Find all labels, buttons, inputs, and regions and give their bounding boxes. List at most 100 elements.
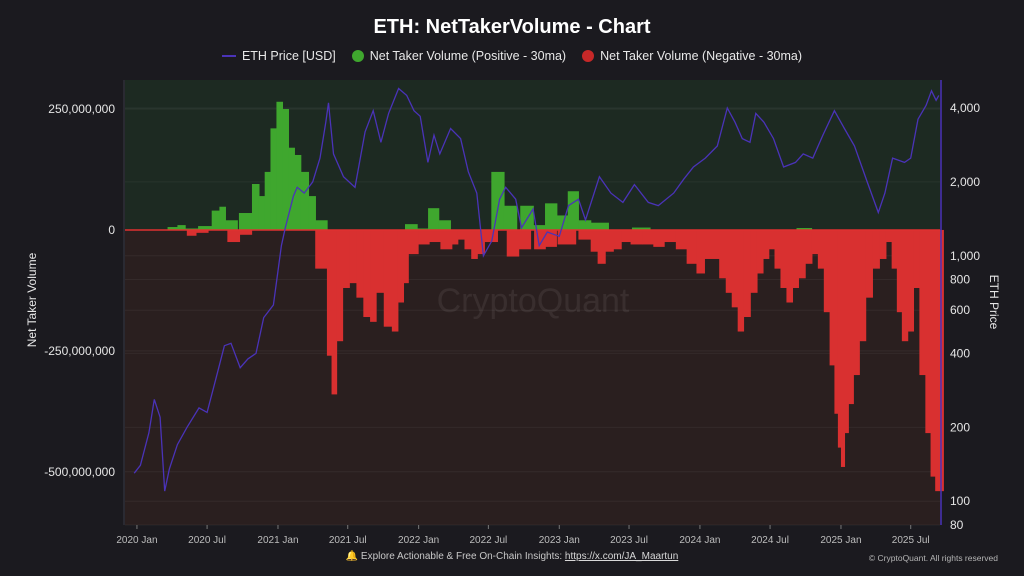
legend-item-positive[interactable]: Net Taker Volume (Positive - 30ma) (351, 49, 566, 63)
positive-volume-bar (219, 206, 226, 230)
positive-volume-bar (294, 154, 302, 230)
y-tick-label: -250,000,000 (44, 344, 115, 358)
negative-volume-bar (840, 229, 846, 467)
negative-volume-bar (315, 229, 328, 269)
negative-volume-bar (879, 229, 887, 259)
positive-volume-bar (796, 228, 813, 230)
positive-volume-bar (238, 213, 253, 230)
positive-volume-bar (300, 171, 310, 230)
legend-label-price: ETH Price [USD] (241, 49, 336, 63)
positive-volume-bar (315, 220, 328, 230)
legend-item-price[interactable]: ETH Price [USD] (221, 49, 336, 63)
positive-volume-bar (567, 191, 579, 230)
footer: 🔔 Explore Actionable & Free On-Chain Ins… (0, 551, 1024, 562)
negative-volume-bar (376, 229, 385, 293)
negative-volume-bar (829, 229, 836, 366)
negative-volume-bar (844, 229, 849, 434)
negative-volume-bar (837, 229, 842, 448)
negative-volume-bar (557, 229, 577, 245)
positive-volume-bar (503, 205, 518, 230)
negative-volume-bar (664, 229, 677, 243)
negative-volume-bar (896, 229, 903, 313)
gridlines (123, 80, 940, 526)
negative-volume-bar (823, 229, 831, 313)
negative-volume-bar (383, 229, 393, 327)
positive-volume-bar (264, 171, 272, 230)
negative-volume-bar (891, 229, 898, 269)
negative-volume-bar (743, 229, 751, 318)
negative-volume-bar (621, 229, 632, 243)
x-tick-label: 2024 Jul (751, 535, 789, 546)
negative-volume-bar (477, 229, 485, 255)
negative-volume-bar (805, 229, 813, 264)
footer-text: Explore Actionable & Free On-Chain Insig… (360, 551, 563, 562)
chart-title: ETH: NetTakerVolume - Chart (373, 16, 651, 38)
y-tick-label: 250,000,000 (48, 102, 115, 116)
negative-volume-bar (630, 229, 643, 245)
negative-volume-bar (484, 229, 498, 243)
negative-volume-bar (792, 229, 799, 288)
negative-volume-bar (786, 229, 794, 303)
x-tick-label: 2021 Jul (329, 535, 367, 546)
y2-tick-label: 100 (950, 494, 970, 508)
negative-volume-bar (913, 229, 920, 288)
y2-tick-label: 400 (950, 346, 970, 360)
negative-volume-bar (737, 229, 745, 332)
bell-icon: 🔔 (345, 551, 359, 562)
x-tick-label: 2022 Jul (469, 535, 507, 546)
negative-volume-bar (356, 229, 364, 298)
negative-volume-bar (696, 229, 705, 274)
negative-volume-bar (349, 229, 357, 284)
y2-axis-ticks: 4,000 2,000 1,000 800 600 400 200 100 80 (950, 101, 980, 532)
x-tick-label: 2020 Jan (116, 535, 157, 546)
positive-volume-bar (556, 215, 569, 230)
y2-axis-label: ETH Price (987, 275, 1001, 330)
negative-volume-bar (885, 229, 893, 243)
y2-tick-label: 200 (950, 420, 970, 434)
legend-dot-negative-icon (582, 50, 595, 62)
positive-volume-bar (177, 225, 186, 230)
negative-zone (125, 229, 940, 525)
negative-volume-bar (534, 229, 546, 250)
negative-volume-bar (605, 229, 614, 252)
negative-volume-bar (331, 229, 338, 395)
price-line (133, 87, 940, 492)
negative-volume-bar (907, 229, 915, 332)
negative-volume-bar (731, 229, 739, 308)
negative-volume-bar (370, 229, 377, 322)
y2-tick-label: 600 (950, 303, 970, 317)
negative-volume-bar (675, 229, 688, 250)
negative-volume-bar (811, 229, 819, 255)
negative-volume-bar (363, 229, 371, 318)
negative-volume-bar (901, 229, 909, 342)
positive-volume-bar (545, 203, 558, 230)
positive-volume-bar (167, 227, 179, 230)
negative-volume-bar (653, 229, 665, 247)
y-tick-label: -500,000,000 (44, 465, 115, 479)
y-axis-ticks: 250,000,000 0 -250,000,000 -500,000,000 (44, 102, 115, 479)
x-axis-ticks: 2020 Jan 2020 Jul 2021 Jan 2021 Jul 2022 Jan… (116, 525, 930, 546)
positive-volume-bar (631, 227, 651, 230)
negative-volume-bar (590, 229, 599, 252)
y-axis-label: Net Taker Volume (25, 252, 39, 347)
x-tick-label: 2023 Jul (610, 535, 648, 546)
legend-item-negative[interactable]: Net Taker Volume (Negative - 30ma) (582, 49, 802, 63)
negative-volume-bar (756, 229, 764, 274)
negative-volume-bar (750, 229, 758, 293)
negative-volume-bar (518, 229, 532, 250)
negative-volume-bar (613, 229, 622, 250)
negative-volume-bar (418, 229, 430, 245)
x-tick-label: 2025 Jul (892, 535, 930, 546)
x-tick-label: 2023 Jan (539, 535, 580, 546)
negative-volume-bar (464, 229, 472, 250)
legend-line-price-icon (221, 55, 236, 57)
x-tick-label: 2021 Jan (257, 535, 298, 546)
negative-volume-bar (578, 229, 592, 240)
footer-link[interactable]: https://x.com/JA_Maartun (564, 551, 679, 562)
negative-volume-bar (195, 229, 209, 233)
positive-volume-bar (308, 196, 316, 230)
watermark: CryptoQuant (437, 282, 630, 320)
negative-volume-bar (774, 229, 782, 269)
x-tick-label: 2022 Jan (398, 535, 439, 546)
